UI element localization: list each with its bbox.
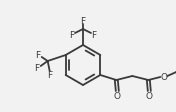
Text: F: F (34, 64, 39, 72)
Text: F: F (35, 51, 40, 59)
Text: O: O (146, 92, 153, 100)
Text: F: F (80, 16, 86, 26)
Text: O: O (161, 72, 168, 82)
Text: F: F (47, 70, 52, 80)
Text: F: F (92, 30, 97, 40)
Text: O: O (114, 92, 121, 100)
Text: F: F (70, 30, 75, 40)
